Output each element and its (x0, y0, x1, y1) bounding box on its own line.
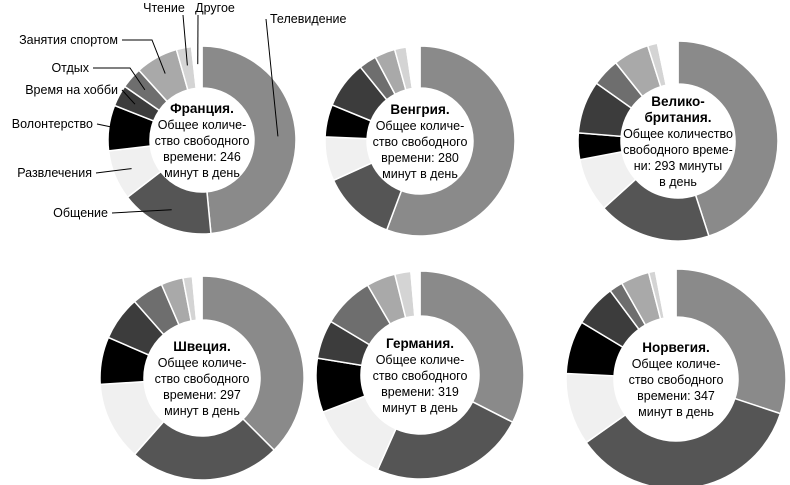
slice-germaniya-drugoe (410, 270, 421, 318)
donut-hole (615, 318, 737, 440)
leader-line-obschenie (111, 209, 172, 214)
center-label-germaniya-line-1: Германия. (386, 336, 454, 351)
donut-hole (362, 317, 478, 433)
slice-franciya-drugoe (190, 45, 203, 90)
center-label-velikobritaniya-line-1: Велико- (651, 94, 704, 109)
category-label-obschenie: Общение (53, 206, 108, 220)
slice-franciya-televidenie (201, 45, 297, 235)
center-label-velikobritaniya-line-2: британия. (644, 110, 711, 125)
center-label-velikobritaniya-line-6: в день (659, 175, 697, 189)
center-label-franciya-line-5: минут в день (164, 166, 240, 180)
leader-line-zanyatiya-sportom (122, 39, 166, 74)
category-label-razvlecheniya: Развлечения (17, 166, 92, 180)
slice-vengriya-drugoe (405, 45, 421, 90)
category-labels: Телевидение Общение Развлечения Волонтерств… (12, 1, 347, 220)
center-label-franciya-line-4: времени: 246 (163, 150, 241, 164)
slice-shveciya-televidenie (201, 275, 305, 452)
donut-hole (622, 85, 734, 197)
category-label-televidenie: Телевидение (270, 12, 346, 26)
center-label-shveciya-line-2: Общее количе- (158, 356, 247, 370)
center-label-vengriya-line-5: минут в день (382, 167, 458, 181)
center-label-shveciya-line-3: ство свободного (155, 372, 250, 386)
donut-chart-germaniya: Германия. Общее количе-ство свободного вре… (315, 270, 525, 480)
center-label-germaniya-line-5: минут в день (382, 401, 458, 415)
leader-line-volonterstvo (96, 123, 127, 131)
leader-line-chtenie (182, 14, 188, 66)
center-label-vengriya-line-3: ство свободного (373, 135, 468, 149)
center-label-vengriya-line-1: Венгрия. (390, 102, 449, 117)
leader-line-razvlecheniya (95, 168, 132, 174)
category-label-otdyh: Отдых (51, 61, 89, 75)
donut-chart-franciya: Франция. Общее количе-ство свободного врем… (107, 45, 297, 235)
donut-chart-vengriya: Венгрия. Общее количе-ство свободного врем… (324, 45, 516, 237)
center-label-franciya-line-3: ство свободного (155, 134, 250, 148)
center-label-velikobritaniya-line-4: свободного време- (623, 143, 733, 157)
center-label-norvegiya-line-4: времени: 347 (637, 389, 715, 403)
slice-germaniya-televidenie (419, 270, 525, 424)
center-label-norvegiya-line-2: Общее количе- (632, 357, 721, 371)
center-label-norvegiya-line-5: минут в день (638, 405, 714, 419)
center-label-germaniya-line-4: времени: 319 (381, 385, 459, 399)
leader-line-vremya-na-hobbi (121, 89, 136, 105)
center-label-vengriya-line-2: Общее количе- (376, 119, 465, 133)
center-label-germaniya-line-3: ство свободного (373, 369, 468, 383)
donut-chart-velikobritaniya: Велико-британия. Общее количество свободно… (577, 40, 779, 242)
category-label-zanyatiya-sportom: Занятия спортом (19, 33, 118, 47)
slice-vengriya-televidenie (385, 45, 516, 237)
category-label-chtenie: Чтение (143, 1, 185, 15)
slice-norvegiya-drugoe (654, 268, 677, 319)
donut-hole (368, 89, 472, 193)
slice-velikobritaniya-drugoe (656, 40, 679, 87)
center-label-velikobritaniya-line-5: ни: 293 минуты (634, 159, 723, 173)
slice-norvegiya-televidenie (675, 268, 787, 415)
slice-norvegiya-obschenie (585, 397, 782, 485)
donut-chart-norvegiya: Норвегия. Общее количе-ство свободного вре… (565, 268, 787, 485)
donut-hole (145, 321, 259, 435)
slice-velikobritaniya-televidenie (677, 40, 779, 238)
leader-line-otdyh (93, 67, 146, 91)
center-label-shveciya-line-1: Швеция. (173, 339, 230, 354)
center-label-franciya-line-2: Общее количе- (158, 118, 247, 132)
center-label-shveciya-line-4: времени: 297 (163, 388, 241, 402)
leader-line-televidenie (265, 18, 279, 137)
center-label-germaniya-line-2: Общее количе- (376, 353, 465, 367)
center-label-norvegiya-line-3: ство свободного (629, 373, 724, 387)
center-label-vengriya-line-4: времени: 280 (381, 151, 459, 165)
center-label-velikobritaniya-line-3: Общее количество (623, 127, 733, 141)
donut-hole (151, 89, 253, 191)
category-label-drugoe: Другое (195, 1, 235, 15)
center-label-shveciya-line-5: минут в день (164, 404, 240, 418)
slice-shveciya-drugoe (191, 275, 203, 322)
slice-shveciya-obschenie (133, 417, 276, 481)
center-label-franciya-line-1: Франция. (170, 101, 234, 116)
category-label-volonterstvo: Волонтерство (12, 117, 93, 131)
category-label-vremya-na-hobbi: Время на хобби (25, 83, 118, 97)
donut-chart-shveciya: Швеция. Общее количе-ство свободного време… (99, 275, 305, 481)
center-label-norvegiya-line-1: Норвегия. (642, 340, 709, 355)
